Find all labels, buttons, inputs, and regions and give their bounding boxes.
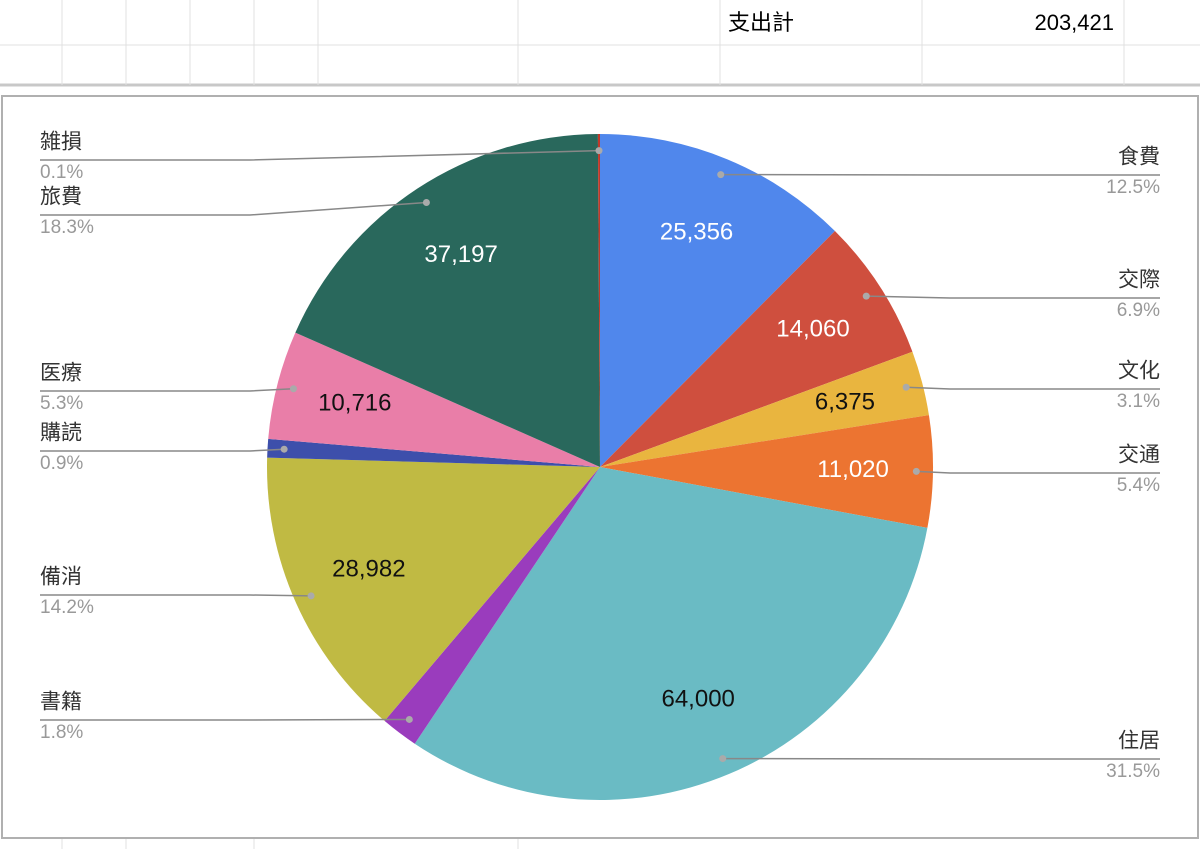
leader-dot bbox=[290, 385, 297, 392]
leader-dot bbox=[406, 716, 413, 723]
leader-dot bbox=[308, 592, 315, 599]
legend-label: 備消 bbox=[40, 566, 82, 589]
percent-label: 1.8% bbox=[40, 722, 83, 743]
percent-label: 18.3% bbox=[40, 217, 94, 238]
legend-label: 交通 bbox=[1118, 444, 1160, 467]
leader-dot bbox=[281, 446, 288, 453]
value-label: 64,000 bbox=[661, 686, 734, 713]
value-label: 37,197 bbox=[424, 241, 497, 268]
percent-label: 14.2% bbox=[40, 597, 94, 618]
legend-label: 雑損 bbox=[40, 131, 82, 154]
leader-dot bbox=[717, 171, 724, 178]
legend-label: 食費 bbox=[1118, 146, 1160, 169]
value-label: 6,375 bbox=[815, 389, 875, 416]
cell-total: 203,421 bbox=[1034, 10, 1114, 35]
percent-label: 3.1% bbox=[1117, 391, 1160, 412]
value-label: 28,982 bbox=[332, 555, 405, 582]
legend-label: 住居 bbox=[1118, 730, 1160, 753]
percent-label: 5.4% bbox=[1117, 475, 1160, 496]
leader-dot bbox=[595, 147, 602, 154]
leader-line bbox=[40, 719, 409, 720]
legend-label: 書籍 bbox=[40, 691, 82, 714]
legend-label: 交際 bbox=[1118, 269, 1160, 292]
cell-label: 支出計 bbox=[728, 10, 794, 35]
value-label: 25,356 bbox=[660, 218, 733, 245]
leader-dot bbox=[913, 468, 920, 475]
leader-dot bbox=[423, 199, 430, 206]
value-label: 10,716 bbox=[318, 390, 391, 417]
leader-dot bbox=[719, 755, 726, 762]
percent-label: 0.9% bbox=[40, 453, 83, 474]
leader-dot bbox=[863, 293, 870, 300]
legend-label: 医療 bbox=[40, 362, 82, 385]
leader-dot bbox=[903, 384, 910, 391]
percent-label: 5.3% bbox=[40, 393, 83, 414]
value-label: 11,020 bbox=[817, 456, 889, 483]
leader-line bbox=[40, 595, 311, 596]
legend-label: 旅費 bbox=[40, 186, 82, 209]
percent-label: 6.9% bbox=[1117, 300, 1160, 321]
legend-label: 購読 bbox=[40, 422, 82, 445]
percent-label: 31.5% bbox=[1106, 761, 1160, 782]
percent-label: 0.1% bbox=[40, 162, 83, 183]
legend-label: 文化 bbox=[1118, 360, 1160, 383]
percent-label: 12.5% bbox=[1106, 177, 1160, 198]
value-label: 14,060 bbox=[776, 316, 849, 343]
